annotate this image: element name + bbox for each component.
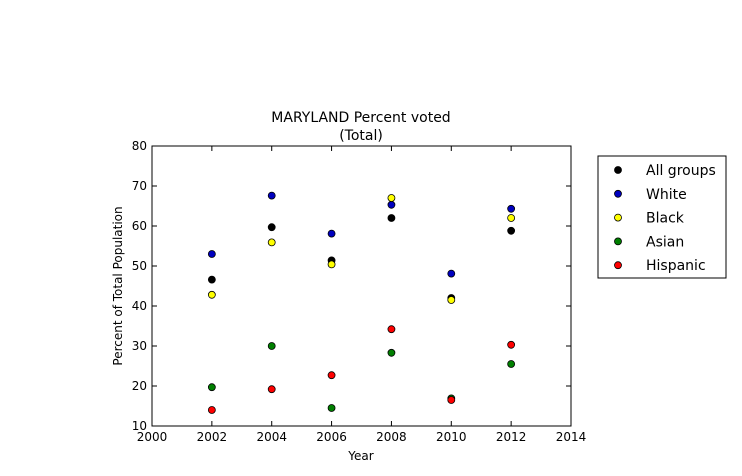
data-point [387, 194, 396, 202]
data-point [267, 223, 276, 232]
plot-area [151, 145, 572, 427]
y-tick-label: 20 [132, 379, 147, 393]
y-axis-label: Percent of Total Population [111, 206, 125, 365]
x-tick-label: 2004 [256, 430, 287, 444]
data-point [207, 383, 216, 392]
legend-label: White [646, 187, 687, 203]
data-point [207, 275, 216, 284]
data-point [507, 340, 516, 349]
data-point [447, 296, 456, 304]
legend-marker [614, 261, 622, 270]
legend-label: Hispanic [646, 258, 706, 274]
legend-label: Asian [646, 234, 684, 250]
data-point [387, 214, 396, 222]
data-point [327, 229, 336, 238]
data-point [387, 325, 396, 334]
data-point [267, 385, 276, 394]
data-point [507, 226, 516, 235]
data-points [207, 191, 516, 414]
data-point [327, 404, 336, 412]
data-point [267, 342, 276, 350]
chart-title: MARYLAND Percent voted [271, 110, 450, 126]
x-axis: 2000 2002 2004 2006 2008 2010 2012 2014 [137, 146, 587, 444]
data-point [327, 260, 336, 269]
data-point [507, 214, 516, 222]
y-tick-label: 70 [132, 179, 147, 193]
y-tick-label: 40 [132, 299, 147, 313]
x-tick-label: 2000 [137, 430, 168, 444]
legend-marker [614, 189, 622, 198]
y-tick-label: 80 [132, 139, 147, 153]
legend-label: All groups [646, 163, 716, 179]
data-point [327, 371, 336, 380]
x-tick-label: 2010 [436, 430, 467, 444]
legend-marker [614, 237, 622, 246]
data-point [507, 204, 516, 213]
legend-marker [614, 166, 622, 174]
data-point [267, 238, 276, 247]
legend: All groups White Black Asian Hispanic [597, 155, 727, 279]
x-tick-label: 2008 [376, 430, 407, 444]
data-point [447, 269, 456, 278]
x-axis-label: Year [347, 449, 373, 463]
x-tick-label: 2014 [556, 430, 587, 444]
data-point [267, 191, 276, 200]
y-tick-label: 10 [132, 419, 147, 433]
legend-label: Black [646, 211, 685, 227]
x-tick-label: 2002 [197, 430, 228, 444]
y-tick-label: 50 [132, 259, 147, 273]
x-tick-label: 2012 [496, 430, 527, 444]
y-tick-label: 60 [132, 219, 147, 233]
legend-entries: All groups White Black Asian Hispanic [614, 163, 716, 274]
y-tick-label: 30 [132, 339, 147, 353]
data-point [447, 396, 456, 404]
chart-subtitle: (Total) [339, 128, 383, 144]
data-point [207, 406, 216, 414]
x-tick-label: 2006 [316, 430, 347, 444]
y-axis: 10 20 30 40 50 60 70 80 [132, 139, 571, 433]
data-point [207, 250, 216, 258]
legend-marker [614, 213, 622, 222]
data-point [507, 360, 516, 368]
data-point [387, 348, 396, 357]
data-point [387, 200, 396, 209]
data-point [207, 290, 216, 299]
